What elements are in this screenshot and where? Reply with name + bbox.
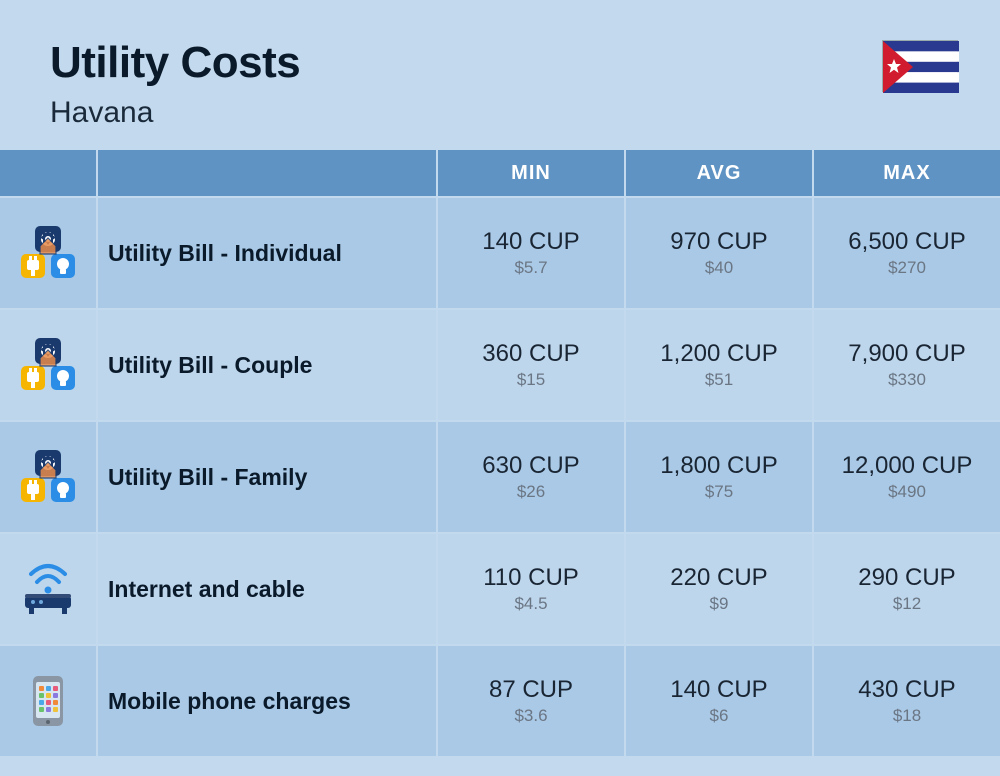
page-subtitle: Havana [50,96,950,130]
min-usd: $5.7 [514,258,547,278]
min-usd: $26 [517,482,545,502]
flag-cuba [882,40,958,92]
max-usd: $490 [888,482,926,502]
avg-usd: $6 [710,706,729,726]
max-usd: $12 [893,594,921,614]
min-cell: 630 CUP $26 [438,422,626,532]
cost-table: MIN AVG MAX Utility Bill - Individual 14… [0,150,1000,756]
max-cell: 12,000 CUP $490 [814,422,1000,532]
min-usd: $4.5 [514,594,547,614]
col-header-min: MIN [438,150,626,196]
table-row: Mobile phone charges 87 CUP $3.6 140 CUP… [0,644,1000,756]
row-label: Utility Bill - Family [98,422,438,532]
min-value: 87 CUP [489,676,573,704]
min-usd: $3.6 [514,706,547,726]
max-cell: 7,900 CUP $330 [814,310,1000,420]
col-header-avg: AVG [626,150,814,196]
utility-individual-icon [19,224,77,282]
row-icon-cell [0,422,98,532]
min-value: 110 CUP [483,564,579,592]
avg-cell: 220 CUP $9 [626,534,814,644]
avg-cell: 970 CUP $40 [626,198,814,308]
min-usd: $15 [517,370,545,390]
col-header-max: MAX [814,150,1000,196]
max-usd: $18 [893,706,921,726]
table-row: Utility Bill - Couple 360 CUP $15 1,200 … [0,308,1000,420]
min-value: 140 CUP [482,228,579,256]
max-usd: $270 [888,258,926,278]
table-body: Utility Bill - Individual 140 CUP $5.7 9… [0,196,1000,756]
avg-value: 1,200 CUP [660,340,777,368]
row-label: Utility Bill - Individual [98,198,438,308]
row-icon-cell [0,198,98,308]
col-header-icon [0,150,98,196]
utility-family-icon [19,448,77,506]
max-cell: 6,500 CUP $270 [814,198,1000,308]
min-value: 360 CUP [482,340,579,368]
max-value: 12,000 CUP [842,452,973,480]
table-row: Utility Bill - Individual 140 CUP $5.7 9… [0,196,1000,308]
avg-cell: 1,200 CUP $51 [626,310,814,420]
max-value: 290 CUP [858,564,955,592]
min-cell: 140 CUP $5.7 [438,198,626,308]
row-icon-cell [0,646,98,756]
table-row: Utility Bill - Family 630 CUP $26 1,800 … [0,420,1000,532]
max-cell: 290 CUP $12 [814,534,1000,644]
max-value: 6,500 CUP [848,228,965,256]
mobile-phone-icon [19,672,77,730]
min-cell: 87 CUP $3.6 [438,646,626,756]
min-value: 630 CUP [482,452,579,480]
header: Utility Costs Havana [0,0,1000,150]
row-label: Mobile phone charges [98,646,438,756]
avg-value: 1,800 CUP [660,452,777,480]
internet-cable-icon [19,560,77,618]
max-cell: 430 CUP $18 [814,646,1000,756]
row-icon-cell [0,534,98,644]
avg-value: 140 CUP [670,676,767,704]
avg-usd: $75 [705,482,733,502]
avg-value: 970 CUP [670,228,767,256]
max-value: 7,900 CUP [848,340,965,368]
max-value: 430 CUP [858,676,955,704]
avg-usd: $40 [705,258,733,278]
row-icon-cell [0,310,98,420]
min-cell: 360 CUP $15 [438,310,626,420]
avg-value: 220 CUP [670,564,767,592]
avg-usd: $51 [705,370,733,390]
avg-cell: 1,800 CUP $75 [626,422,814,532]
utility-couple-icon [19,336,77,394]
max-usd: $330 [888,370,926,390]
min-cell: 110 CUP $4.5 [438,534,626,644]
page-title: Utility Costs [50,38,950,88]
table-header: MIN AVG MAX [0,150,1000,196]
col-header-label [98,150,438,196]
row-label: Internet and cable [98,534,438,644]
avg-cell: 140 CUP $6 [626,646,814,756]
row-label: Utility Bill - Couple [98,310,438,420]
avg-usd: $9 [710,594,729,614]
table-row: Internet and cable 110 CUP $4.5 220 CUP … [0,532,1000,644]
